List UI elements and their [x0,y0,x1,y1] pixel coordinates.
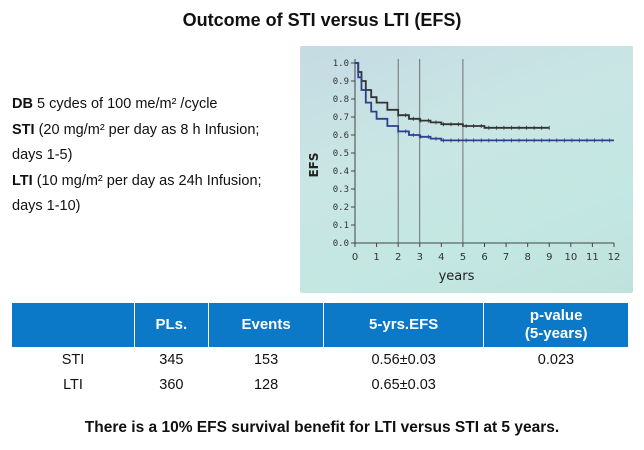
note-text: (20 mg/m² per day as 8 h Infusion; [34,121,260,138]
y-tick-label: 0.3 [333,185,349,195]
x-tick-label: 8 [524,252,530,263]
y-tick-label: 0.6 [333,131,349,141]
regimen-notes: DB 5 cydes of 100 me/m² /cycle STI (20 m… [12,92,302,220]
x-tick-label: 9 [546,252,552,263]
series-line-2 [355,62,614,142]
header-events: Events [208,303,324,347]
cell-arm: STI [61,351,85,368]
x-tick-label: 7 [503,252,509,263]
header-pls: PLs. [134,303,210,347]
cell-efs: 0.56±0.03 [371,351,436,368]
cell-pls: 360 [159,376,184,393]
x-tick-label: 10 [564,252,577,263]
note-line-sti-days: days 1-5) [12,143,302,169]
note-text: days 1-10) [12,198,81,214]
series-line-1 [355,62,550,129]
x-tick-label: 6 [481,252,487,263]
y-axis-label: EFS [307,152,321,177]
cell-events: 153 [253,351,279,368]
outcome-table: PLs. Events 5-yrs.EFS p-value (5-years) … [12,303,628,397]
table-header-row: PLs. Events 5-yrs.EFS p-value (5-years) [12,303,628,347]
note-line-lti-days: days 1-10) [12,194,302,220]
y-tick-label: 0.7 [333,113,349,123]
cell-p-value [484,372,628,397]
note-bold: STI [12,121,35,138]
note-text: (10 mg/m² per day as 24h Infusion; [32,172,262,189]
y-tick-label: 1.0 [333,59,349,69]
x-tick-label: 12 [608,252,621,263]
note-line-db: DB 5 cydes of 100 me/m² /cycle [12,92,302,118]
x-axis-label: years [439,269,475,284]
note-text: days 1-5) [12,147,73,163]
header-p-value: p-value (5-years) [483,303,628,347]
efs-chart: 0.00.10.20.30.40.50.60.70.80.91.00 1 2 3 4 5 6… [307,59,621,284]
conclusion-text: There is a 10% EFS survival benefit for … [84,419,560,436]
x-tick-label: 3 [417,252,423,263]
x-tick-label: 11 [586,252,599,263]
y-tick-label: 0.1 [333,221,349,231]
header-5yr-efs: 5-yrs.EFS [323,303,485,347]
y-tick-label: 0.9 [333,77,349,87]
y-tick-label: 0.4 [333,167,349,177]
cell-p-value: 0.023 [537,351,575,368]
cell-events: 128 [253,376,279,393]
note-bold: DB [12,96,33,112]
header-blank [12,303,135,347]
x-tick-label: 1 [373,252,379,263]
note-line-lti: LTI (10 mg/m² per day as 24h Infusion; [12,169,302,195]
cell-efs: 0.65±0.03 [371,376,436,393]
slide-title: Outcome of STI versus LTI (EFS) [182,10,462,30]
y-tick-label: 0.2 [333,203,349,213]
cell-pls: 345 [159,351,184,368]
note-line-sti: STI (20 mg/m² per day as 8 h Infusion; [12,118,302,144]
x-tick-label: 2 [395,252,401,263]
y-tick-label: 0.8 [333,95,349,105]
table-row: LTI 360 128 0.65±0.03 [12,372,628,397]
note-bold: LTI [12,172,33,189]
x-tick-label: 4 [438,252,444,263]
x-tick-label: 5 [460,252,466,263]
table-row: STI 345 153 0.56±0.03 0.023 [12,347,628,372]
y-tick-label: 0.5 [333,149,349,159]
efs-chart-panel: 0.0 0.1 0.2 0.3 0.4 0.5 0.6 0.7 0.8 0.9 1.0 0 1 2 3 4 5 6… [300,46,633,293]
note-text: 5 cydes of 100 me/m² /cycle [32,96,218,112]
y-tick-label: 0.0 [333,239,349,249]
cell-arm: LTI [63,376,83,393]
x-tick-label: 0 [352,252,358,263]
